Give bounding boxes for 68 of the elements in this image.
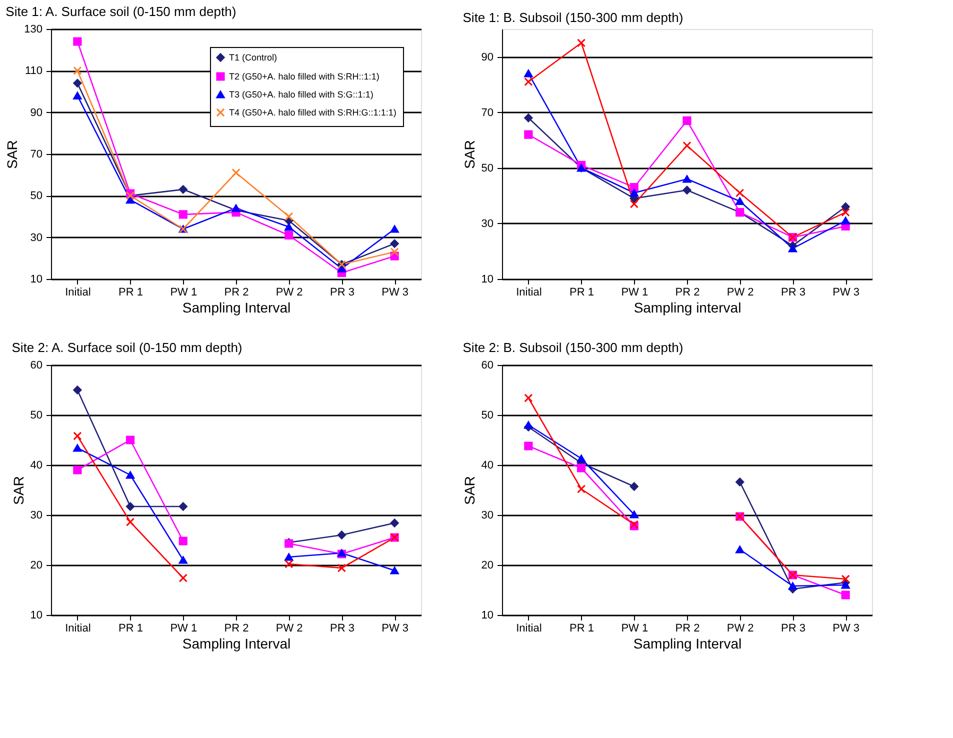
x-tick-label: PR 1	[118, 286, 144, 298]
y-tick-label: 30	[30, 232, 42, 244]
y-axis-title: SAR	[4, 140, 20, 169]
x-tick-label: Initial	[516, 286, 542, 298]
x-tick-label: PR 3	[780, 286, 806, 298]
x-tick-label: PW 2	[726, 286, 754, 298]
y-axis-title: SAR	[10, 476, 26, 505]
x-tick-label: PR 2	[675, 286, 700, 298]
x-tick-label: PR 2	[224, 622, 249, 634]
y-tick-label: 30	[481, 510, 494, 522]
chart-title: Site 1: B. Subsoil (150-300 mm depth)	[462, 10, 684, 25]
chart-title: Site 1: A. Surface soil (0-150 mm depth)	[6, 4, 236, 19]
y-tick-label: 40	[30, 460, 42, 472]
x-tick-label: PR 3	[330, 622, 354, 634]
x-tick-label: PR 3	[330, 286, 354, 298]
y-tick-label: 70	[481, 106, 494, 119]
y-tick-label: 70	[30, 148, 42, 160]
x-tick-label: PW 3	[832, 622, 860, 634]
x-axis-title: Sampling interval	[634, 300, 742, 316]
x-tick-label: PR 1	[118, 622, 144, 634]
x-axis-title: Sampling Interval	[633, 636, 742, 652]
x-tick-label: PR 2	[224, 286, 249, 298]
legend-label: T3 (G50+A. halo filled with S:G::1:1)	[229, 90, 374, 100]
y-tick-label: 30	[481, 218, 494, 230]
x-tick-label: Initial	[65, 286, 91, 298]
y-tick-label: 90	[30, 106, 42, 119]
x-tick-label: PW 3	[832, 286, 860, 298]
y-tick-label: 40	[481, 460, 494, 472]
x-axis-title: Sampling Interval	[182, 636, 291, 652]
x-tick-label: PW 1	[170, 286, 198, 298]
y-tick-label: 130	[24, 24, 42, 36]
y-tick-label: 110	[24, 65, 42, 78]
y-tick-label: 90	[481, 51, 494, 64]
x-tick-label: PW 2	[276, 622, 303, 634]
y-tick-label: 60	[30, 360, 42, 372]
x-tick-label: Initial	[65, 622, 91, 634]
legend-label: T4 (G50+A. halo filled with S:RH:G::1:1:1)	[229, 108, 396, 118]
x-tick-label: PW 3	[382, 286, 409, 298]
x-tick-label: PW 1	[170, 622, 198, 634]
legend-label: T1 (Control)	[229, 52, 278, 62]
x-tick-label: PR 1	[570, 622, 594, 634]
x-tick-label: PW 3	[382, 622, 409, 634]
y-axis-title: SAR	[461, 476, 478, 505]
x-tick-label: PR 3	[780, 622, 806, 634]
y-tick-label: 50	[30, 190, 42, 202]
x-tick-label: PW 1	[621, 622, 648, 634]
y-axis-title: SAR	[461, 140, 478, 169]
y-tick-label: 60	[481, 360, 494, 372]
x-tick-label: Initial	[516, 622, 542, 634]
y-tick-label: 10	[481, 610, 494, 622]
legend-label: T2 (G50+A. halo filled with S:RH::1:1)	[229, 72, 380, 82]
y-tick-label: 50	[481, 162, 494, 174]
x-axis-title: Sampling Interval	[182, 300, 291, 316]
x-tick-label: PR 1	[570, 286, 594, 298]
y-tick-label: 50	[30, 410, 42, 422]
y-tick-label: 20	[30, 560, 42, 572]
y-tick-label: 30	[30, 510, 42, 522]
y-tick-label: 10	[30, 274, 42, 286]
x-tick-label: PW 1	[621, 286, 648, 298]
y-tick-label: 20	[481, 560, 494, 572]
y-tick-label: 10	[30, 610, 42, 622]
chart-title: Site 2: B. Subsoil (150-300 mm depth)	[462, 340, 684, 355]
chart-title: Site 2: A. Surface soil (0-150 mm depth)	[12, 340, 242, 355]
y-tick-label: 10	[481, 274, 494, 286]
x-tick-label: PW 2	[726, 622, 754, 634]
x-tick-label: PR 2	[675, 622, 700, 634]
x-tick-label: PW 2	[276, 286, 303, 298]
y-tick-label: 50	[481, 410, 494, 422]
